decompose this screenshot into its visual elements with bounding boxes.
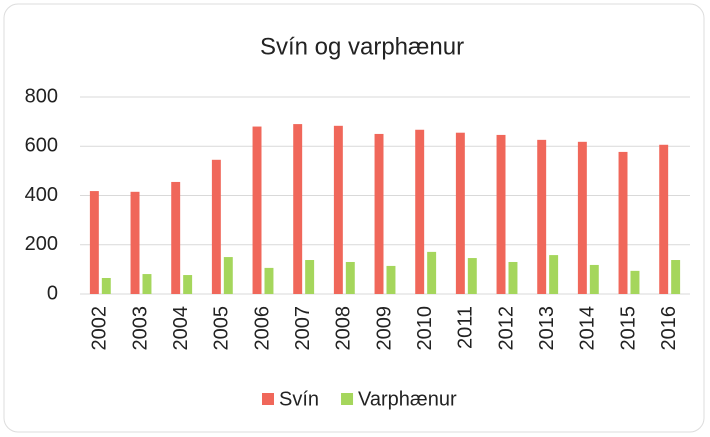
x-tick-label: 2004 bbox=[170, 306, 192, 351]
bar bbox=[496, 134, 506, 294]
bar bbox=[659, 144, 669, 294]
x-tick-label: 2016 bbox=[658, 306, 680, 351]
bar bbox=[130, 191, 140, 294]
bar bbox=[386, 265, 396, 294]
x-tick-label: 2006 bbox=[251, 306, 273, 351]
x-tick-label: 2012 bbox=[495, 306, 517, 351]
bar bbox=[537, 139, 547, 294]
bar bbox=[374, 133, 384, 294]
y-tick-label: 600 bbox=[25, 135, 58, 157]
chart-frame bbox=[3, 3, 705, 433]
y-tick-label: 800 bbox=[25, 85, 58, 107]
y-tick-label: 400 bbox=[25, 184, 58, 206]
bar bbox=[415, 129, 425, 294]
bar bbox=[577, 141, 587, 294]
x-tick-label: 2007 bbox=[292, 306, 314, 351]
bar bbox=[183, 275, 193, 294]
x-tick-label: 2014 bbox=[577, 306, 599, 351]
legend-swatch bbox=[341, 393, 354, 405]
bar bbox=[264, 267, 274, 294]
bar bbox=[455, 132, 465, 294]
bar bbox=[589, 264, 599, 294]
bar bbox=[293, 124, 303, 295]
bar bbox=[467, 258, 477, 294]
legend-label: Varphænur bbox=[358, 388, 457, 410]
bar bbox=[671, 260, 681, 294]
x-tick-label: 2003 bbox=[129, 306, 151, 351]
x-tick-label: 2015 bbox=[617, 306, 639, 351]
x-tick-label: 2013 bbox=[536, 306, 558, 351]
bar bbox=[101, 277, 111, 294]
x-tick-label: 2011 bbox=[455, 306, 477, 349]
legend-swatch bbox=[262, 393, 274, 405]
x-tick-label: 2002 bbox=[89, 306, 111, 351]
x-tick-label: 2010 bbox=[414, 306, 436, 351]
bar bbox=[345, 261, 355, 294]
bar bbox=[89, 191, 99, 294]
bar bbox=[333, 125, 343, 294]
bar bbox=[211, 159, 221, 294]
bar bbox=[630, 270, 640, 294]
bar bbox=[618, 151, 628, 294]
y-tick-label: 0 bbox=[47, 282, 58, 304]
x-tick-label: 2005 bbox=[211, 306, 233, 351]
bar bbox=[305, 260, 315, 294]
x-tick-label: 2008 bbox=[333, 306, 355, 351]
bar bbox=[223, 257, 233, 294]
y-tick-label: 200 bbox=[25, 233, 58, 255]
bar bbox=[549, 255, 559, 294]
bar bbox=[142, 274, 152, 294]
bar bbox=[171, 181, 181, 294]
x-tick-label: 2009 bbox=[373, 306, 395, 351]
chart-title: Svín og varphænur bbox=[260, 33, 464, 60]
bar bbox=[252, 126, 262, 294]
bar bbox=[508, 261, 518, 294]
bar bbox=[427, 251, 437, 294]
legend-label: Svín bbox=[279, 388, 319, 410]
